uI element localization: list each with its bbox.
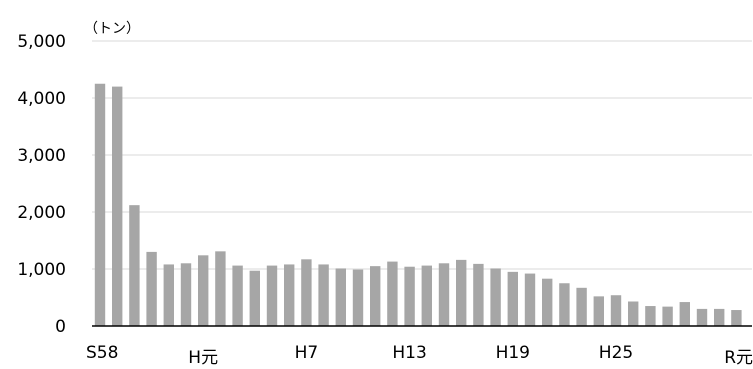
y-axis-ticks: 0 1,000 2,000 3,000 4,000 5,000 xyxy=(17,32,66,337)
bar xyxy=(198,255,209,326)
bar xyxy=(473,263,484,326)
bar xyxy=(163,264,174,326)
y-tick-label: 5,000 xyxy=(17,32,66,52)
bar xyxy=(404,266,415,326)
bar xyxy=(507,271,518,326)
bar xyxy=(421,265,432,326)
bar xyxy=(129,205,140,326)
bar xyxy=(232,265,243,326)
bar xyxy=(576,287,587,326)
x-tick-label: H19 xyxy=(496,343,530,363)
bar xyxy=(645,306,656,326)
bar xyxy=(215,251,226,326)
bar xyxy=(249,270,260,326)
bar xyxy=(593,296,604,326)
bar xyxy=(662,306,673,326)
bar xyxy=(731,310,742,326)
bar xyxy=(387,261,398,326)
bar xyxy=(679,302,690,326)
bars-group xyxy=(94,83,742,326)
bar xyxy=(542,278,553,326)
bar xyxy=(456,259,467,326)
y-tick-label: 4,000 xyxy=(17,89,66,109)
x-tick-label: S58 xyxy=(86,343,118,363)
bar xyxy=(180,263,192,326)
y-tick-label: 1,000 xyxy=(17,260,66,280)
y-axis-unit-label: （トン） xyxy=(84,21,140,37)
y-tick-label: 0 xyxy=(55,317,66,337)
x-tick-label: R元 xyxy=(724,348,753,368)
y-tick-label: 2,000 xyxy=(17,203,66,223)
bar xyxy=(524,273,536,326)
bar xyxy=(352,269,364,326)
bar xyxy=(696,308,708,326)
y-tick-label: 3,000 xyxy=(17,146,66,166)
bar xyxy=(266,265,278,326)
bar xyxy=(370,266,381,326)
x-tick-label: H7 xyxy=(295,343,319,363)
bar xyxy=(301,259,312,326)
x-axis-ticks: S58 H元 H7 H13 H19 H25 R元 xyxy=(86,343,753,368)
bar xyxy=(490,268,501,326)
bar xyxy=(628,301,639,326)
bar xyxy=(610,295,622,326)
bar xyxy=(559,283,570,326)
bar xyxy=(714,308,725,326)
bar xyxy=(146,251,157,326)
bar xyxy=(318,264,329,326)
bar xyxy=(438,263,450,326)
x-tick-label: H13 xyxy=(392,343,426,363)
bar xyxy=(335,268,346,326)
x-tick-label: H元 xyxy=(188,348,218,368)
grid-lines xyxy=(92,40,752,270)
bar xyxy=(94,83,106,326)
bar xyxy=(112,86,123,326)
x-tick-label: H25 xyxy=(599,343,633,363)
bar xyxy=(284,264,295,326)
